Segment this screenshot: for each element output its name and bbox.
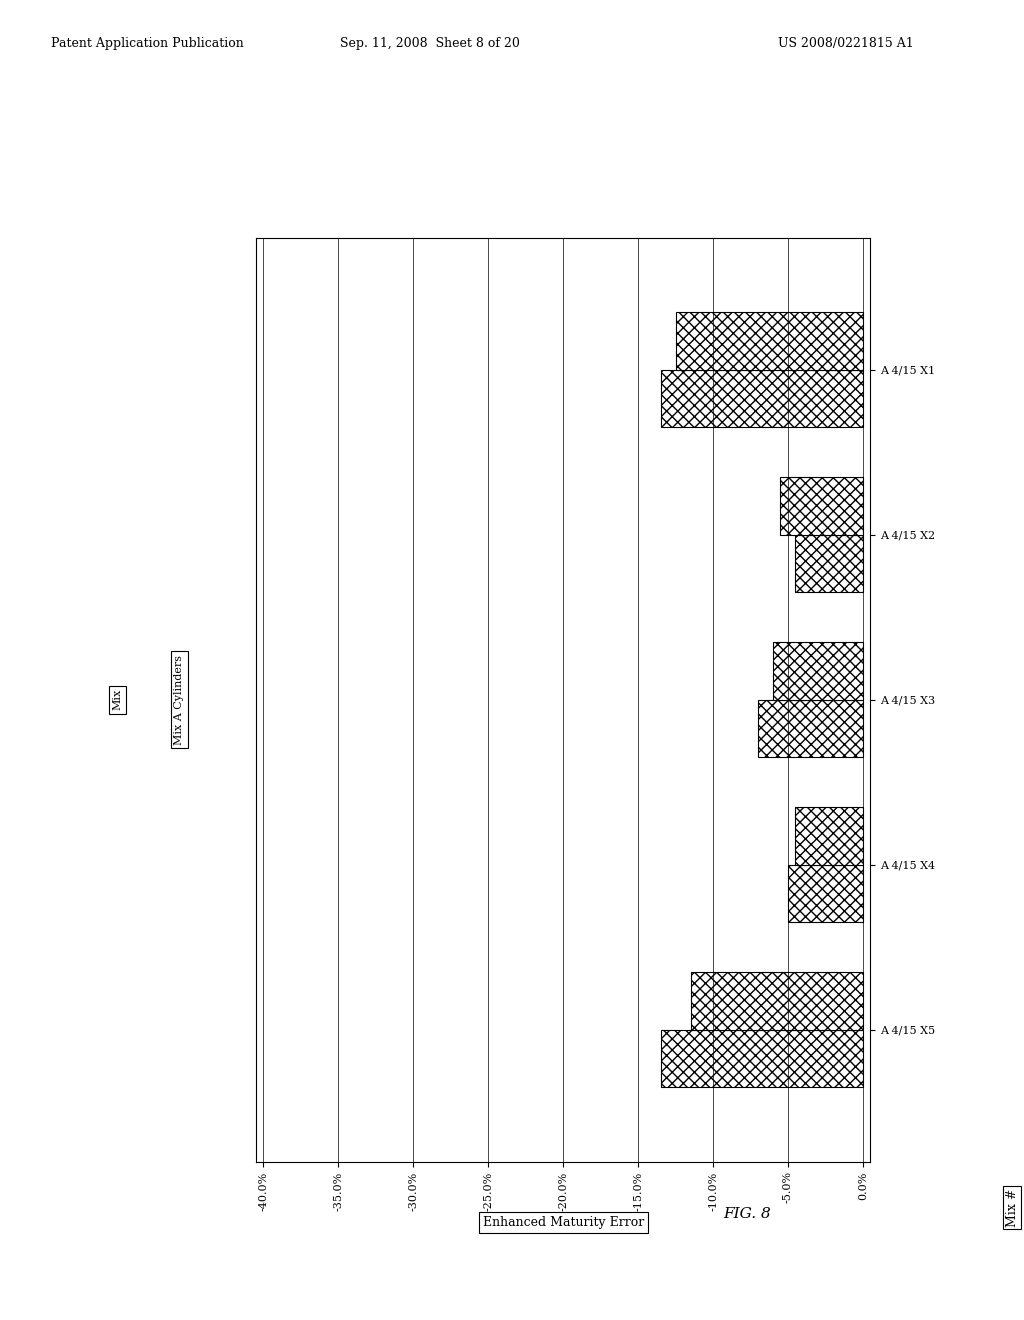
- Text: Mix: Mix: [113, 689, 123, 710]
- Text: US 2008/0221815 A1: US 2008/0221815 A1: [778, 37, 914, 50]
- Bar: [773, 642, 863, 700]
- Text: Mix A Cylinders: Mix A Cylinders: [174, 655, 184, 744]
- Bar: [796, 807, 863, 865]
- Text: Patent Application Publication: Patent Application Publication: [51, 37, 244, 50]
- Bar: [796, 535, 863, 593]
- Bar: [660, 1030, 863, 1088]
- Bar: [690, 972, 863, 1030]
- Bar: [676, 312, 863, 370]
- Text: Sep. 11, 2008  Sheet 8 of 20: Sep. 11, 2008 Sheet 8 of 20: [340, 37, 520, 50]
- Bar: [660, 370, 863, 428]
- Text: FIG. 8: FIG. 8: [724, 1208, 771, 1221]
- Bar: [788, 865, 863, 923]
- X-axis label: Enhanced Maturity Error: Enhanced Maturity Error: [482, 1216, 644, 1229]
- Bar: [780, 477, 863, 535]
- Y-axis label: Mix #: Mix #: [1006, 1188, 1019, 1228]
- Bar: [758, 700, 863, 758]
